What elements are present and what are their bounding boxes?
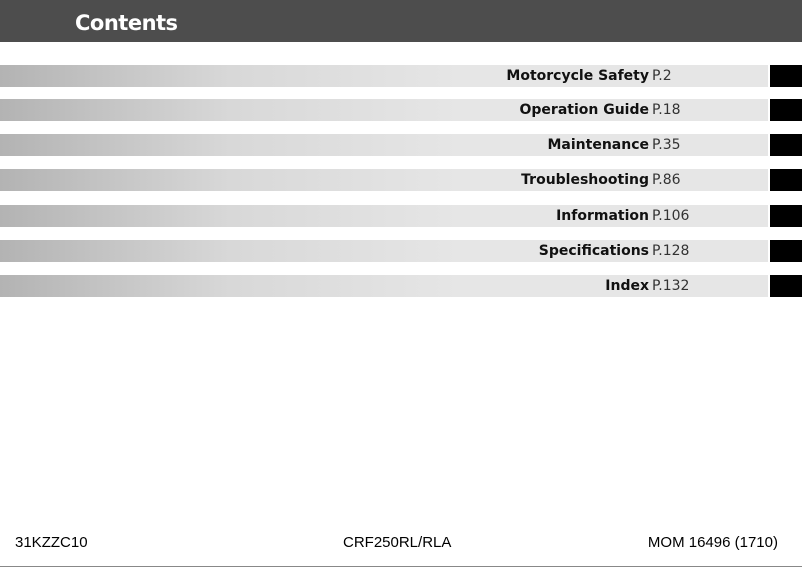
footer-right: MOM 16496 (1710): [647, 534, 778, 551]
entry-bar: [0, 99, 768, 121]
footer-center: CRF250RL/RLA: [343, 534, 452, 551]
entry-title: Maintenance: [547, 137, 649, 153]
entry-bar: [0, 65, 768, 87]
entry-page: P.2: [652, 68, 672, 84]
entry-tab: [770, 134, 802, 156]
contents-entry[interactable]: Maintenance P.35: [0, 134, 802, 156]
footer-line: [0, 566, 802, 567]
entry-tab: [770, 65, 802, 87]
contents-entry[interactable]: Troubleshooting P.86: [0, 169, 802, 191]
entry-page: P.128: [652, 243, 690, 259]
entry-tab: [770, 275, 802, 297]
entry-title: Specifications: [538, 243, 649, 259]
entry-page: P.35: [652, 137, 681, 153]
entry-tab: [770, 169, 802, 191]
entry-page: P.132: [652, 278, 690, 294]
entry-bar: [0, 169, 768, 191]
entry-page: P.106: [652, 208, 690, 224]
header: Contents: [0, 0, 802, 42]
entry-tab: [770, 205, 802, 227]
contents-entry[interactable]: Index P.132: [0, 275, 802, 297]
entry-tab: [770, 99, 802, 121]
entry-page: P.86: [652, 172, 681, 188]
entry-title: Information: [556, 208, 649, 224]
entry-bar: [0, 275, 768, 297]
contents-entry[interactable]: Information P.106: [0, 205, 802, 227]
entry-title: Index: [605, 278, 649, 294]
entry-bar: [0, 240, 768, 262]
entry-bar: [0, 205, 768, 227]
entry-page: P.18: [652, 102, 681, 118]
contents-entry[interactable]: Operation Guide P.18: [0, 99, 802, 121]
footer-left: 31KZZC10: [15, 534, 88, 551]
header-title: Contents: [75, 11, 178, 35]
contents-entry[interactable]: Specifications P.128: [0, 240, 802, 262]
entry-title: Motorcycle Safety: [506, 68, 649, 84]
contents-entry[interactable]: Motorcycle Safety P.2: [0, 65, 802, 87]
entry-bar: [0, 134, 768, 156]
entry-title: Troubleshooting: [521, 172, 649, 188]
entry-title: Operation Guide: [519, 102, 650, 118]
entry-tab: [770, 240, 802, 262]
